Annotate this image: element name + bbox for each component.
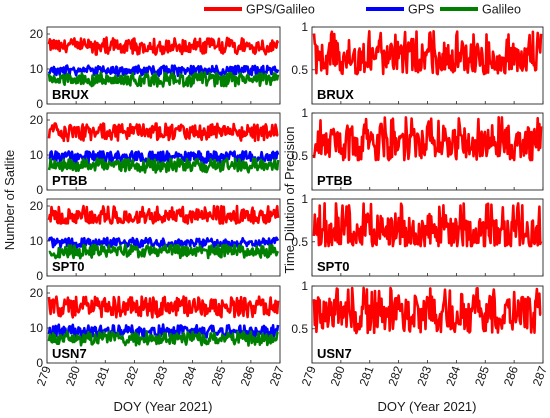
y-tick-label: 10 bbox=[30, 148, 44, 162]
series-gps bbox=[47, 323, 280, 340]
x-tick-label: 280 bbox=[63, 364, 83, 388]
x-tick-label: 281 bbox=[357, 364, 377, 388]
y-tick-label: 0.5 bbox=[291, 63, 308, 77]
y-tick-label: 1 bbox=[301, 279, 308, 293]
y-tick-label: 10 bbox=[30, 234, 44, 248]
y-tick-label: 0 bbox=[36, 356, 43, 370]
y-tick-label: 20 bbox=[30, 286, 44, 300]
x-tick-label: 279 bbox=[299, 364, 319, 388]
x-tick-label: 285 bbox=[472, 364, 492, 388]
x-tick-label: 285 bbox=[209, 364, 229, 388]
y-tick-label: 0 bbox=[36, 97, 43, 111]
series-gps-galileo bbox=[47, 295, 280, 319]
y-axis-label-left: Number of Satlite bbox=[2, 150, 17, 250]
legend-label: GPS bbox=[408, 3, 434, 17]
station-label: PTBB bbox=[52, 173, 87, 188]
y-tick-label: 0.5 bbox=[291, 149, 308, 163]
y-tick-label: 1 bbox=[301, 192, 308, 206]
x-tick-label: 284 bbox=[443, 364, 463, 388]
panel-right-spt0: 0.5 1 SPT0 bbox=[291, 192, 544, 277]
series-galileo bbox=[47, 157, 280, 174]
panel-right-brux: 0.5 1 BRUX bbox=[291, 20, 544, 105]
series-galileo bbox=[47, 330, 280, 347]
station-label: PTBB bbox=[317, 173, 352, 188]
x-axis-label-right: DOY (Year 2021) bbox=[377, 399, 476, 414]
panel-right-usn7: 0.5 1 USN7 bbox=[291, 279, 544, 364]
x-tick-label: 282 bbox=[385, 364, 405, 388]
series-gps-galileo bbox=[312, 116, 543, 162]
y-axis-label-right: Time Dilution of Precision bbox=[282, 127, 297, 274]
legend-label: GPS/Galileo bbox=[246, 3, 315, 17]
station-label: BRUX bbox=[317, 87, 354, 102]
right-column-tdop: 0.5 1 BRUX 0.5 1 PTBB 0.5 1 SPT0 0.5 1 USN7 279 280 28… bbox=[291, 20, 550, 388]
series-galileo bbox=[48, 243, 280, 260]
panel-left-usn7: 0 10 20 USN7 bbox=[30, 285, 281, 370]
x-tick-label: 286 bbox=[501, 364, 521, 388]
y-tick-label: 20 bbox=[30, 113, 44, 127]
series-gps-galileo bbox=[312, 286, 542, 335]
panel-right-ptbb: 0.5 1 PTBB bbox=[291, 106, 544, 191]
station-label: SPT0 bbox=[52, 259, 85, 274]
station-label: SPT0 bbox=[317, 259, 350, 274]
x-tick-label: 286 bbox=[238, 364, 258, 388]
x-tick-label: 284 bbox=[179, 364, 199, 388]
station-label: BRUX bbox=[52, 87, 89, 102]
y-tick-label: 0 bbox=[36, 269, 43, 283]
left-column-number-of-satellites: 0 10 20 BRUX 0 10 20 PTBB 0 10 20 SPT0 0 10 20 USN7 279 2… bbox=[30, 26, 287, 388]
x-tick-label: 283 bbox=[150, 364, 170, 388]
y-tick-label: 0.5 bbox=[291, 235, 308, 249]
series-gps-galileo bbox=[47, 122, 279, 143]
y-tick-label: 10 bbox=[30, 62, 44, 76]
x-axis-label-left: DOY (Year 2021) bbox=[113, 399, 212, 414]
station-label: USN7 bbox=[317, 346, 352, 361]
y-tick-label: 20 bbox=[30, 27, 44, 41]
series-galileo bbox=[47, 71, 280, 88]
legend-label: Galileo bbox=[482, 3, 521, 17]
legend: GPS/Galileo GPS Galileo bbox=[204, 3, 521, 17]
y-tick-label: 20 bbox=[30, 199, 44, 213]
panel-left-spt0: 0 10 20 SPT0 bbox=[30, 198, 281, 283]
x-tick-label: 287 bbox=[267, 364, 287, 388]
y-tick-label: 1 bbox=[301, 20, 308, 34]
x-tick-label: 283 bbox=[414, 364, 434, 388]
series-gps-galileo bbox=[312, 202, 543, 248]
series-gps-galileo bbox=[47, 204, 280, 225]
x-tick-label: 281 bbox=[92, 364, 112, 388]
panel-left-ptbb: 0 10 20 PTBB bbox=[30, 112, 281, 197]
y-tick-label: 1 bbox=[301, 106, 308, 120]
x-tick-label: 282 bbox=[121, 364, 141, 388]
series-gps-galileo bbox=[47, 36, 280, 56]
y-tick-label: 0 bbox=[36, 183, 43, 197]
panel-left-brux: 0 10 20 BRUX bbox=[30, 26, 281, 111]
y-tick-label: 10 bbox=[30, 321, 44, 335]
y-tick-label: 0.5 bbox=[291, 322, 308, 336]
series-gps-galileo bbox=[312, 30, 543, 76]
x-tick-label: 279 bbox=[34, 364, 54, 388]
x-tick-label: 280 bbox=[328, 364, 348, 388]
x-tick-label: 287 bbox=[530, 364, 550, 388]
station-label: USN7 bbox=[52, 346, 87, 361]
